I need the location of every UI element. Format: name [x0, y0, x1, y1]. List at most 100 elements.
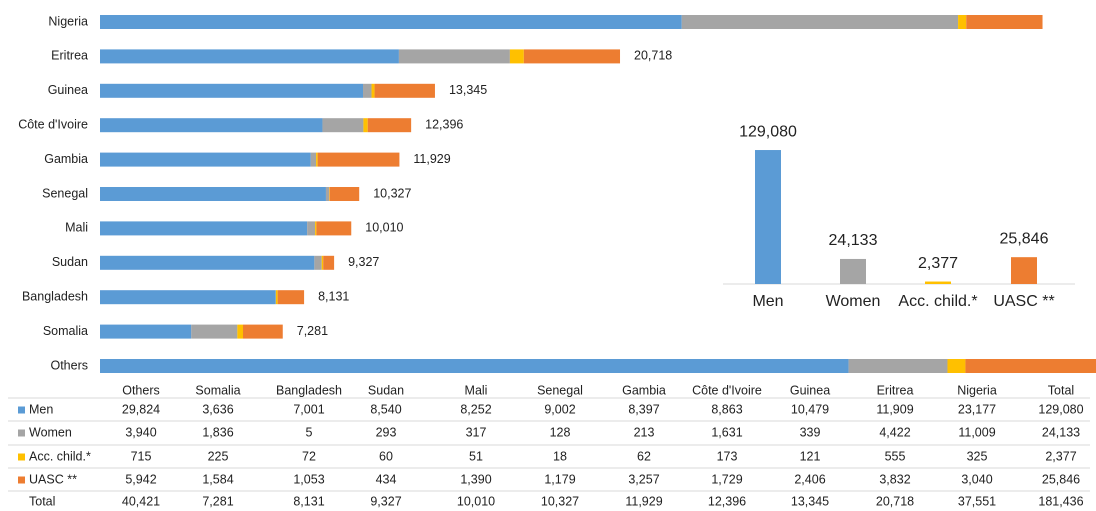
- bar: [755, 150, 781, 284]
- total-label: 9,327: [348, 255, 379, 269]
- table-cell: 24,133: [1042, 425, 1080, 439]
- legend-swatch: [18, 406, 25, 414]
- column-header: Gambia: [622, 383, 666, 397]
- total-label: 7,281: [297, 324, 328, 338]
- table-cell: 29,824: [122, 402, 160, 416]
- bar-segment: [237, 324, 243, 339]
- table-cell: 62: [637, 449, 651, 463]
- bar: [1011, 257, 1037, 284]
- table-cell: 1,631: [711, 425, 742, 439]
- bar-segment: [100, 221, 308, 236]
- bar-segment: [323, 255, 335, 270]
- table-cell: 11,929: [625, 494, 662, 508]
- category-label: Others: [50, 358, 88, 372]
- table-cell: 9,002: [544, 402, 575, 416]
- bar-segment: [681, 15, 959, 29]
- category-label: Senegal: [42, 186, 88, 200]
- category-label: Sudan: [52, 255, 88, 269]
- table-cell: 121: [800, 449, 821, 463]
- table-cell: 1,729: [711, 472, 742, 486]
- column-header: Senegal: [537, 383, 583, 397]
- table-cell: 37,551: [958, 494, 996, 508]
- category-label: Mali: [65, 221, 88, 235]
- category-label: Côte d'Ivoire: [18, 117, 88, 131]
- column-header: Others: [122, 383, 160, 397]
- column-header: Mali: [465, 383, 488, 397]
- bar-segment: [398, 49, 510, 64]
- column-header: Nigeria: [957, 383, 997, 397]
- table-cell: 10,327: [541, 494, 579, 508]
- bar-segment: [100, 324, 192, 339]
- table-cell: 11,009: [958, 425, 995, 439]
- table-cell: 25,846: [1042, 472, 1080, 486]
- table-cell: 51: [469, 449, 483, 463]
- legend-swatch: [18, 453, 25, 461]
- category-label: Bangladesh: [22, 289, 88, 303]
- table-cell: 129,080: [1038, 402, 1083, 416]
- table-cell: 23,177: [958, 402, 996, 416]
- legend-swatch: [18, 429, 25, 437]
- total-label: 8,131: [318, 289, 349, 303]
- column-header: Somalia: [195, 383, 240, 397]
- bar: [925, 281, 951, 284]
- table-cell: 3,040: [961, 472, 992, 486]
- bar-segment: [100, 187, 326, 201]
- row-label: Acc. child.*: [29, 449, 91, 463]
- bar-segment: [316, 221, 352, 236]
- table-cell: 173: [717, 449, 738, 463]
- table-cell: 1,179: [544, 472, 575, 486]
- category-label: Nigeria: [48, 14, 88, 28]
- table-cell: 13,345: [791, 494, 829, 508]
- total-label: 12,396: [425, 117, 463, 131]
- category-label: Guinea: [48, 83, 88, 97]
- bar-segment: [100, 83, 364, 98]
- table-cell: 434: [376, 472, 397, 486]
- table-cell: 293: [376, 425, 397, 439]
- table-cell: 555: [885, 449, 906, 463]
- table-cell: 715: [131, 449, 152, 463]
- table-cell: 317: [466, 425, 487, 439]
- table-cell: 1,053: [293, 472, 324, 486]
- value-label: 25,846: [1000, 230, 1049, 247]
- table-cell: 18: [553, 449, 567, 463]
- bar-segment: [322, 118, 364, 133]
- category-label: Men: [752, 293, 783, 310]
- total-label: 10,327: [373, 186, 411, 200]
- row-label: Men: [29, 402, 53, 416]
- category-label: UASC **: [993, 293, 1054, 310]
- legend-swatch: [18, 476, 25, 484]
- bar-segment: [277, 290, 305, 305]
- category-label: Gambia: [44, 152, 88, 166]
- total-label: 20,718: [634, 49, 672, 63]
- value-label: 129,080: [739, 123, 797, 140]
- bar-segment: [317, 152, 400, 167]
- bar-segment: [314, 255, 322, 270]
- bar-segment: [191, 324, 238, 339]
- bar-segment: [242, 324, 283, 339]
- column-header: Côte d'Ivoire: [692, 383, 762, 397]
- table-cell: 1,584: [202, 472, 233, 486]
- total-label: 13,345: [449, 83, 487, 97]
- bar-segment: [371, 83, 375, 98]
- table-cell: 8,863: [711, 402, 742, 416]
- table-cell: 60: [379, 449, 393, 463]
- table-cell: 181,436: [1038, 494, 1083, 508]
- bar-segment: [100, 359, 849, 373]
- table-cell: 5: [306, 425, 313, 439]
- bar-segment: [100, 152, 311, 167]
- table-cell: 8,131: [293, 494, 324, 508]
- column-header: Total: [1048, 383, 1074, 397]
- bar-segment: [965, 359, 1096, 373]
- bar-segment: [275, 290, 278, 305]
- table-cell: 2,406: [794, 472, 825, 486]
- bar-segment: [509, 49, 524, 64]
- bar-segment: [100, 255, 315, 270]
- table-cell: 213: [634, 425, 655, 439]
- table-cell: 9,327: [370, 494, 401, 508]
- category-label: Eritrea: [51, 49, 88, 63]
- table-cell: 8,540: [370, 402, 401, 416]
- table-cell: 3,636: [202, 402, 233, 416]
- table-cell: 4,422: [879, 425, 910, 439]
- table-cell: 12,396: [708, 494, 746, 508]
